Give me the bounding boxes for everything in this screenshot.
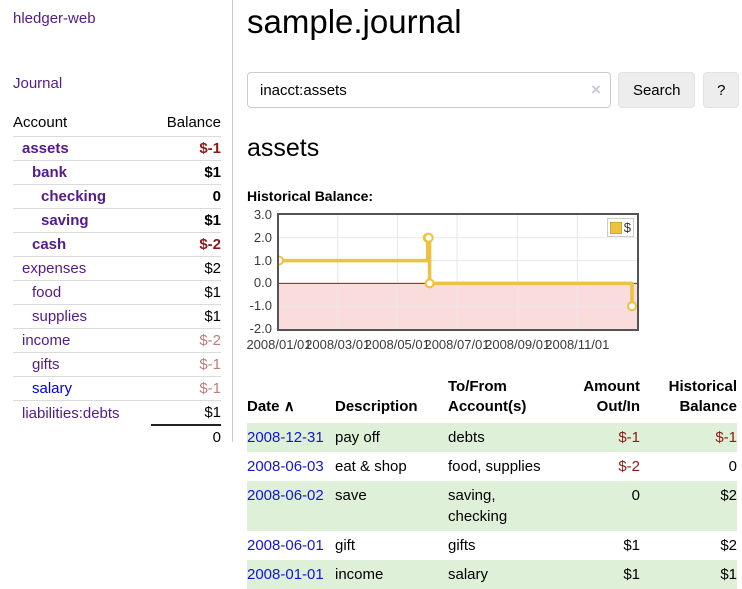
transaction-balance: $2 bbox=[720, 486, 737, 504]
sidebar-account-row: gifts $-1 bbox=[13, 352, 221, 377]
description-column-header: Description bbox=[335, 398, 418, 416]
historical-balance-chart: 3.0 2.0 1.0 0.0 -1.0 -2.0 $ 2008/01/01 2008/03… bbox=[246, 207, 739, 361]
amount-column-header: Amount Out/In bbox=[583, 378, 640, 416]
transaction-date-link[interactable]: 2008-12-31 bbox=[247, 428, 324, 446]
transaction-accounts: food, supplies bbox=[448, 457, 541, 475]
transaction-accounts: salary bbox=[448, 565, 489, 583]
clear-search-icon[interactable]: × bbox=[591, 80, 601, 99]
account-link[interactable]: expenses bbox=[22, 260, 87, 277]
search-input[interactable] bbox=[247, 72, 611, 108]
transaction-balance: $-1 bbox=[715, 428, 737, 446]
account-balance: $-2 bbox=[150, 328, 221, 353]
transaction-accounts: gifts bbox=[448, 536, 476, 554]
account-balance: $-1 bbox=[150, 136, 221, 161]
sidebar-account-row: food $1 bbox=[13, 280, 221, 305]
account-link[interactable]: saving bbox=[41, 212, 89, 229]
sidebar-item-journal[interactable]: Journal bbox=[13, 75, 63, 92]
sidebar-total-row: 0 bbox=[13, 424, 221, 449]
chart-title: Historical Balance: bbox=[247, 188, 374, 204]
transaction-description: pay off bbox=[335, 428, 380, 446]
sidebar-account-row: checking 0 bbox=[13, 184, 221, 209]
page-title: sample.journal bbox=[247, 3, 462, 40]
transaction-date-link[interactable]: 2008-01-01 bbox=[247, 565, 324, 583]
transaction-accounts: debts bbox=[448, 428, 485, 446]
account-balance: $1 bbox=[150, 208, 221, 233]
sidebar-account-row: salary $-1 bbox=[13, 376, 221, 401]
transaction-amount: $-2 bbox=[618, 457, 640, 475]
account-balance: $-2 bbox=[150, 232, 221, 257]
transaction-accounts: saving, checking bbox=[448, 486, 508, 525]
legend-label: $ bbox=[623, 220, 631, 235]
account-balance: $2 bbox=[150, 256, 221, 281]
account-balance: $-1 bbox=[150, 352, 221, 377]
tofrom-column-header: To/From Account(s) bbox=[448, 378, 527, 416]
sidebar-account-row: expenses $2 bbox=[13, 256, 221, 281]
account-link[interactable]: income bbox=[22, 332, 71, 349]
transaction-amount: 0 bbox=[631, 486, 640, 504]
sidebar: hledger-web Journal Account Balance asse… bbox=[0, 0, 233, 449]
sort-ascending-icon: ∧ bbox=[283, 398, 295, 416]
account-balance: $1 bbox=[150, 160, 221, 185]
balance-column-header: Historical Balance bbox=[668, 378, 737, 416]
transaction-balance: 0 bbox=[728, 457, 737, 475]
account-balance: $1 bbox=[150, 304, 221, 329]
chart-legend: $ bbox=[606, 218, 634, 237]
account-link[interactable]: supplies bbox=[32, 308, 88, 325]
help-button[interactable]: ? bbox=[703, 72, 739, 108]
transaction-row: 2008-12-31 pay off debts $-1 $-1 bbox=[247, 422, 737, 452]
sidebar-account-row: income $-2 bbox=[13, 328, 221, 353]
transaction-amount: $-1 bbox=[618, 428, 640, 446]
account-link[interactable]: cash bbox=[32, 236, 67, 253]
transaction-row: 2008-01-01 income salary $1 $1 bbox=[247, 559, 737, 589]
main-content: sample.journal × Search ? assets Histori… bbox=[246, 0, 739, 589]
app-title-link[interactable]: hledger-web bbox=[13, 10, 96, 27]
search-button[interactable]: Search bbox=[617, 72, 696, 108]
account-link[interactable]: salary bbox=[32, 380, 73, 397]
account-balance: $1 bbox=[150, 280, 221, 305]
chart-canvas bbox=[279, 215, 637, 329]
account-link[interactable]: assets bbox=[22, 140, 69, 157]
sidebar-account-row: assets $-1 bbox=[13, 136, 221, 161]
transaction-description: income bbox=[335, 565, 384, 583]
sidebar-balance-header: Balance bbox=[166, 114, 221, 131]
sidebar-account-row: cash $-2 bbox=[13, 232, 221, 257]
transaction-date-link[interactable]: 2008-06-03 bbox=[247, 457, 324, 475]
account-balance: 0 bbox=[150, 184, 221, 209]
register-header-row: Date ∧ Description To/From Account(s) Am… bbox=[247, 375, 737, 423]
legend-swatch-icon bbox=[609, 221, 622, 234]
sidebar-account-row: saving $1 bbox=[13, 208, 221, 233]
sidebar-account-row: liabilities:debts $1 bbox=[13, 400, 221, 425]
transaction-amount: $1 bbox=[623, 565, 640, 583]
total-balance: 0 bbox=[150, 424, 221, 449]
register-table: Date ∧ Description To/From Account(s) Am… bbox=[247, 375, 737, 589]
transaction-description: eat & shop bbox=[335, 457, 407, 475]
transaction-amount: $1 bbox=[623, 536, 640, 554]
transaction-date-link[interactable]: 2008-06-01 bbox=[247, 536, 324, 554]
transaction-date-link[interactable]: 2008-06-02 bbox=[247, 486, 324, 504]
date-column-header[interactable]: Date ∧ bbox=[247, 398, 295, 416]
account-link[interactable]: checking bbox=[41, 188, 107, 205]
chart-plot-area: $ bbox=[277, 213, 639, 331]
account-balance: $1 bbox=[150, 400, 221, 425]
transaction-balance: $1 bbox=[720, 565, 737, 583]
transaction-description: gift bbox=[335, 536, 356, 554]
transaction-row: 2008-06-02 save saving, checking 0 $2 bbox=[247, 480, 737, 531]
sidebar-account-row: bank $1 bbox=[13, 160, 221, 185]
account-link[interactable]: gifts bbox=[32, 356, 60, 373]
account-heading: assets bbox=[247, 134, 320, 162]
account-link[interactable]: bank bbox=[32, 164, 68, 181]
search-form: × Search ? bbox=[247, 72, 739, 108]
transaction-balance: $2 bbox=[720, 536, 737, 554]
transaction-row: 2008-06-01 gift gifts $1 $2 bbox=[247, 531, 737, 560]
transaction-row: 2008-06-03 eat & shop food, supplies $-2… bbox=[247, 452, 737, 481]
account-link[interactable]: food bbox=[32, 284, 62, 301]
account-link[interactable]: liabilities:debts bbox=[22, 404, 120, 422]
account-balance-table: Account Balance assets $-1 bank $1 check… bbox=[13, 111, 221, 449]
account-balance: $-1 bbox=[150, 376, 221, 401]
transaction-description: save bbox=[335, 486, 367, 504]
sidebar-account-row: supplies $1 bbox=[13, 304, 221, 329]
sidebar-account-header: Account bbox=[13, 114, 68, 131]
